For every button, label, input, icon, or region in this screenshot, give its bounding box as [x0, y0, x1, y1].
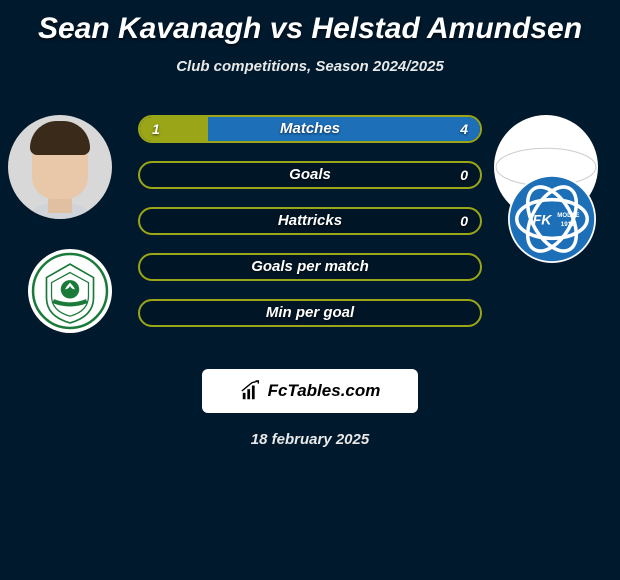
stat-bar: Min per goal [138, 299, 482, 327]
fctables-logo: FcTables.com [202, 369, 418, 413]
club-left-badge [28, 249, 112, 333]
comparison-area: FK MOLDE 1911 Matches14Goals0Hattricks0G… [0, 105, 620, 365]
chart-icon [240, 380, 262, 402]
bar-label: Goals per match [140, 255, 480, 279]
svg-text:MOLDE: MOLDE [557, 212, 579, 219]
bar-label: Matches [140, 117, 480, 141]
stat-bars: Matches14Goals0Hattricks0Goals per match… [138, 115, 482, 345]
svg-text:1911: 1911 [561, 221, 575, 228]
bar-label: Goals [140, 163, 480, 187]
stat-bar: Hattricks0 [138, 207, 482, 235]
svg-text:FK: FK [533, 211, 554, 227]
bar-value-right: 0 [460, 163, 468, 187]
page-title: Sean Kavanagh vs Helstad Amundsen [0, 0, 620, 46]
stat-bar: Matches1 4 [138, 115, 482, 143]
bar-label: Hattricks [140, 209, 480, 233]
bar-label: Min per goal [140, 301, 480, 325]
stat-bar: Goals per match [138, 253, 482, 281]
bar-value-right: 0 [460, 209, 468, 233]
subtitle: Club competitions, Season 2024/2025 [0, 58, 620, 75]
logo-text: FcTables.com [268, 381, 381, 401]
date-text: 18 february 2025 [0, 431, 620, 448]
player-left-avatar [8, 115, 112, 219]
club-right-badge: FK MOLDE 1911 [508, 175, 596, 263]
bar-value-left: 1 [152, 117, 160, 141]
bar-value-right: 4 [460, 117, 468, 141]
stat-bar: Goals0 [138, 161, 482, 189]
